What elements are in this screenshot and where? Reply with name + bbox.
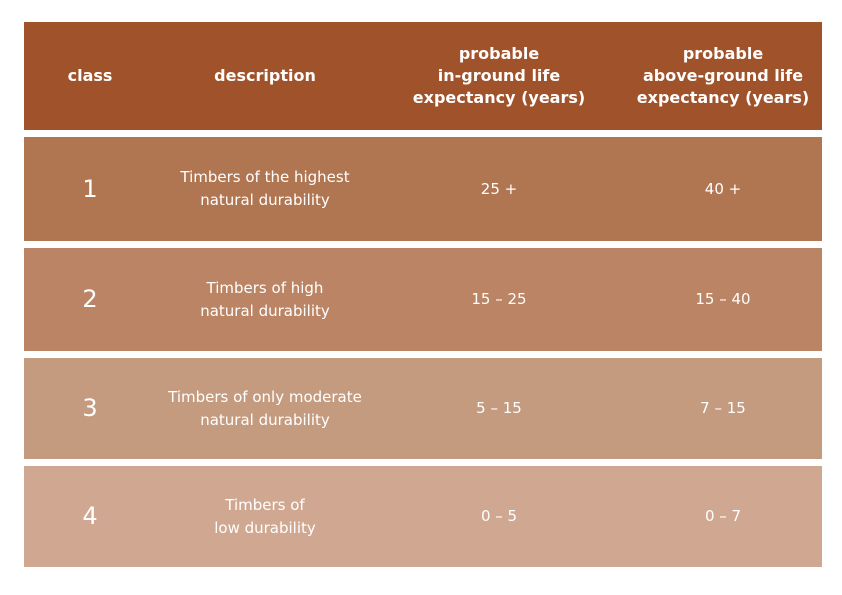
- cell-line: probable: [682, 44, 764, 63]
- cell-text: 0 – 5: [480, 507, 518, 525]
- cell-line: low durability: [214, 518, 316, 537]
- cell-line: expectancy (years): [636, 88, 810, 107]
- cell-text: 5 – 15: [476, 399, 522, 417]
- cell: 15 – 40: [624, 248, 822, 351]
- cell-text: 25 +: [480, 179, 518, 198]
- cell-line: Timbers of: [225, 495, 305, 514]
- cell: 5 – 15: [374, 358, 624, 459]
- cell-line: Timbers of the highest: [180, 168, 350, 186]
- cell-text: 15 – 25: [471, 290, 527, 308]
- table-row: 2 Timbers of high natural durability 15 – 2…: [24, 248, 822, 351]
- cell: 4: [24, 466, 156, 567]
- cell: 0 – 5: [374, 466, 624, 567]
- cell: 2: [24, 248, 156, 351]
- cell: Timbers of the highest natural durability: [156, 137, 374, 241]
- header-row: class description probable in-ground life ex…: [24, 22, 822, 130]
- cell: 40 +: [624, 137, 822, 241]
- cell: 1: [24, 137, 156, 241]
- cell: Timbers of low durability: [156, 466, 374, 567]
- cell: 25 +: [374, 137, 624, 241]
- cell-line: class: [67, 66, 113, 85]
- cell: class: [24, 22, 156, 130]
- cell: 3: [24, 358, 156, 459]
- cell: 0 – 7: [624, 466, 822, 567]
- cell-text: 40 +: [704, 179, 742, 198]
- cell-line: Timbers of high: [206, 278, 324, 297]
- cell-line: natural durability: [200, 301, 330, 320]
- cell-line: Timbers of only moderate: [168, 387, 362, 406]
- cell-text: 15 – 40: [695, 290, 751, 308]
- cell-text: 1: [82, 174, 98, 203]
- cell-line: expectancy (years): [412, 88, 586, 107]
- cell-text: 3: [82, 394, 98, 422]
- cell-line: description: [214, 66, 316, 85]
- cell-text: 2: [82, 285, 98, 313]
- cell-line: in-ground life: [437, 66, 561, 85]
- cell: probable above-ground life expectancy (yea…: [624, 22, 822, 130]
- table-row: 3 Timbers of only moderate natural durabil…: [24, 358, 822, 459]
- cell: probable in-ground life expectancy (years): [374, 22, 624, 130]
- cell: Timbers of only moderate natural durabili…: [156, 358, 374, 459]
- table-row: 4 Timbers of low durability 0 – 5 0 – 7: [24, 466, 822, 567]
- cell-text: 0 – 7: [704, 507, 742, 525]
- cell: 15 – 25: [374, 248, 624, 351]
- table-row: 1 Timbers of the highest natural durabilit…: [24, 137, 822, 241]
- cell-text: 4: [82, 502, 98, 530]
- cell: 7 – 15: [624, 358, 822, 459]
- cell-line: probable: [458, 44, 540, 63]
- cell-line: natural durability: [200, 191, 330, 209]
- cell: description: [156, 22, 374, 130]
- cell-text: 7 – 15: [700, 399, 746, 417]
- cell-line: above-ground life: [642, 66, 804, 85]
- cell-line: natural durability: [200, 410, 330, 429]
- cell: Timbers of high natural durability: [156, 248, 374, 351]
